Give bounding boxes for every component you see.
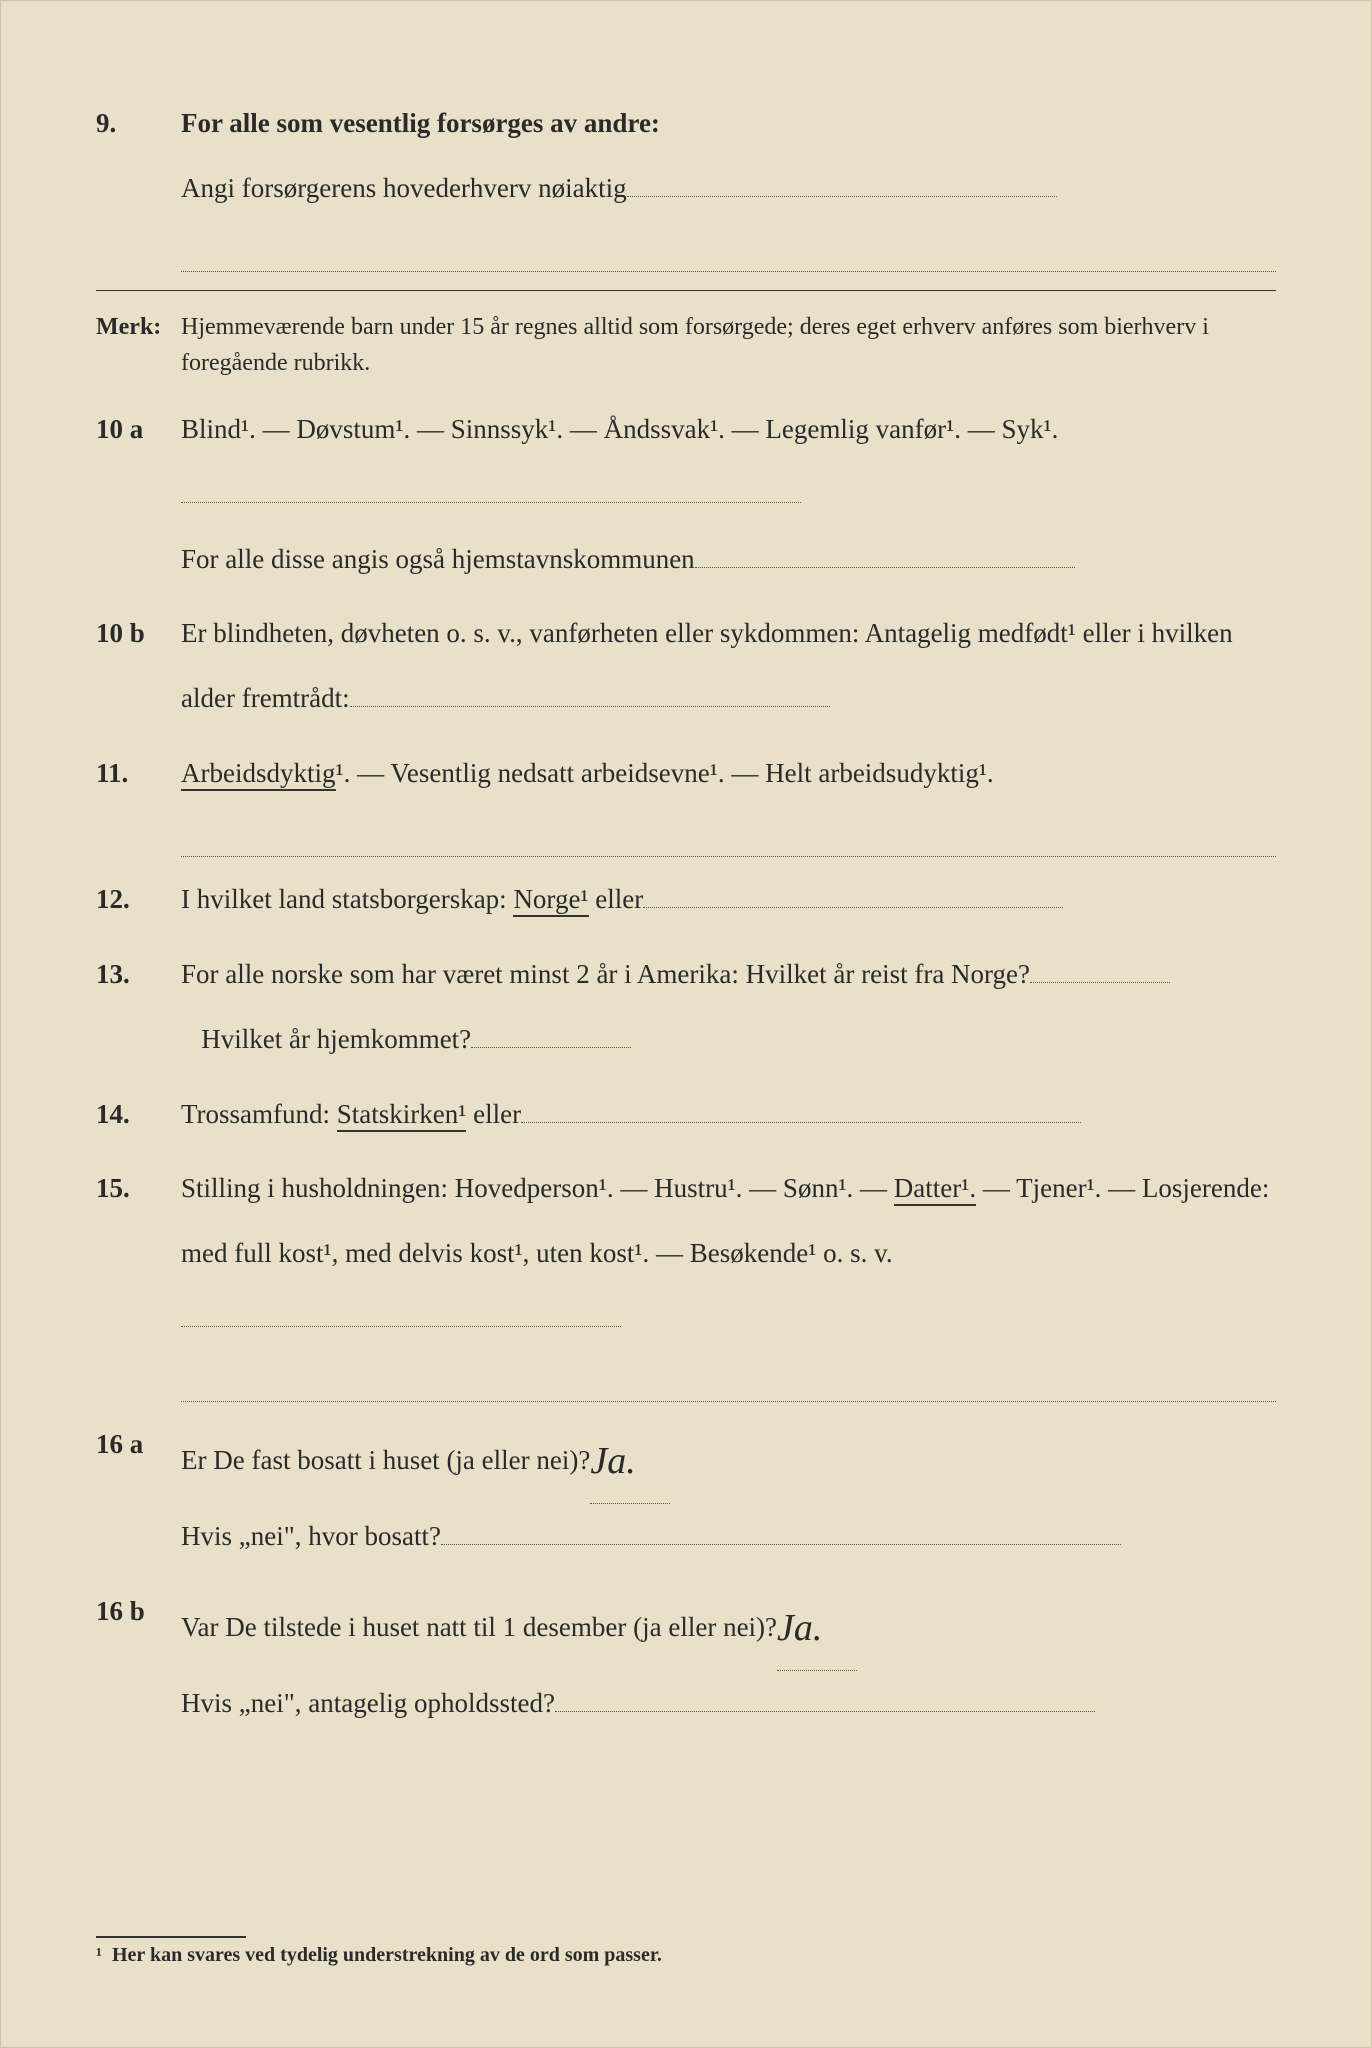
footnote-rule — [96, 1936, 246, 1938]
q16b-b: Hvis „nei", antagelig opholdssted? — [181, 1688, 555, 1718]
q11-rest: — Vesentlig nedsatt arbeidsevne¹. — Helt… — [350, 758, 993, 788]
q12-c: eller — [589, 884, 644, 914]
q15-blank2[interactable] — [181, 1369, 1276, 1402]
question-16b: 16 b Var De tilstede i huset natt til 1 … — [96, 1579, 1276, 1736]
q16b-answer: Ja. — [777, 1607, 822, 1649]
q11-arbeidsdyktig: Arbeidsdyktig — [181, 758, 336, 791]
question-13: 13. For alle norske som har været minst … — [96, 942, 1276, 1072]
q15-blank1[interactable] — [181, 1326, 621, 1327]
q13-content: For alle norske som har været minst 2 år… — [181, 942, 1276, 1072]
question-12: 12. I hvilket land statsborgerskap: Norg… — [96, 867, 1276, 932]
q16a-answer: Ja. — [590, 1440, 635, 1482]
q14-number: 14. — [96, 1082, 181, 1147]
q14-content: Trossamfund: Statskirken¹ eller — [181, 1082, 1276, 1147]
merk-label: Merk: — [96, 309, 181, 381]
q16a-number: 16 a — [96, 1412, 181, 1569]
merk-text: Hjemmeværende barn under 15 år regnes al… — [181, 309, 1276, 381]
divider-1 — [96, 290, 1276, 291]
q13-b: Hvilket år hjemkommet? — [201, 1024, 471, 1054]
q12-number: 12. — [96, 867, 181, 932]
q16a-content: Er De fast bosatt i huset (ja eller nei)… — [181, 1412, 1276, 1569]
q15-datter: Datter¹. — [894, 1173, 976, 1206]
q16b-number: 16 b — [96, 1579, 181, 1736]
q10a-content: Blind¹. — Døvstum¹. — Sinnssyk¹. — Åndss… — [181, 397, 1276, 591]
question-10a: 10 a Blind¹. — Døvstum¹. — Sinnssyk¹. — … — [96, 397, 1276, 591]
q9-content: For alle som vesentlig forsørges av andr… — [181, 91, 1276, 272]
q11-sup: ¹. — [336, 758, 351, 788]
q16a-a: Er De fast bosatt i huset (ja eller nei)… — [181, 1445, 590, 1475]
q10a-blank2[interactable] — [695, 567, 1075, 568]
q15-a: Stilling i husholdningen: Hovedperson¹. … — [181, 1173, 894, 1203]
q13-blank1[interactable] — [1030, 982, 1170, 983]
census-form-page: 9. For alle som vesentlig forsørges av a… — [0, 0, 1372, 2048]
q14-blank[interactable] — [521, 1122, 1081, 1123]
q10b-text: Er blindheten, døvheten o. s. v., vanfør… — [181, 618, 1233, 713]
q11-content: Arbeidsdyktig¹. — Vesentlig nedsatt arbe… — [181, 741, 1276, 857]
q10a-options: Blind¹. — Døvstum¹. — Sinnssyk¹. — Åndss… — [181, 414, 1058, 444]
q10a-line2: For alle disse angis også hjemstavnskomm… — [181, 544, 695, 574]
q16a-ans-blank[interactable]: Ja. — [590, 1412, 670, 1504]
q9-blank[interactable] — [627, 196, 1057, 197]
q13-a: For alle norske som har været minst 2 år… — [181, 959, 1030, 989]
q16b-a: Var De tilstede i huset natt til 1 desem… — [181, 1612, 777, 1642]
question-11: 11. Arbeidsdyktig¹. — Vesentlig nedsatt … — [96, 741, 1276, 857]
q9-number: 9. — [96, 91, 181, 272]
q13-number: 13. — [96, 942, 181, 1072]
q12-norge: Norge¹ — [513, 884, 588, 917]
q10b-blank[interactable] — [350, 706, 830, 707]
merk-note: Merk: Hjemmeværende barn under 15 år reg… — [96, 309, 1276, 381]
question-15: 15. Stilling i husholdningen: Hovedperso… — [96, 1156, 1276, 1402]
q10b-content: Er blindheten, døvheten o. s. v., vanfør… — [181, 601, 1276, 731]
q9-heading: For alle som vesentlig forsørges av andr… — [181, 108, 660, 138]
footnote: ¹ Her kan svares ved tydelig understrekn… — [96, 1936, 662, 1967]
q16a-blank2[interactable] — [441, 1544, 1121, 1545]
q13-blank2[interactable] — [471, 1047, 631, 1048]
q14-a: Trossamfund: — [181, 1099, 337, 1129]
q12-content: I hvilket land statsborgerskap: Norge¹ e… — [181, 867, 1276, 932]
q9-prompt: Angi forsørgerens hovederhverv nøiaktig — [181, 173, 627, 203]
question-10b: 10 b Er blindheten, døvheten o. s. v., v… — [96, 601, 1276, 731]
q10a-number: 10 a — [96, 397, 181, 591]
footnote-text: Her kan svares ved tydelig understreknin… — [112, 1944, 662, 1966]
q16b-content: Var De tilstede i huset natt til 1 desem… — [181, 1579, 1276, 1736]
q10a-blank1[interactable] — [181, 502, 801, 503]
q11-number: 11. — [96, 741, 181, 857]
q10b-number: 10 b — [96, 601, 181, 731]
q15-content: Stilling i husholdningen: Hovedperson¹. … — [181, 1156, 1276, 1402]
q16b-blank2[interactable] — [555, 1711, 1095, 1712]
q9-blank-line2[interactable] — [181, 239, 1276, 272]
question-9: 9. For alle som vesentlig forsørges av a… — [96, 91, 1276, 272]
q16b-ans-blank[interactable]: Ja. — [777, 1579, 857, 1671]
q12-a: I hvilket land statsborgerskap: — [181, 884, 513, 914]
question-14: 14. Trossamfund: Statskirken¹ eller — [96, 1082, 1276, 1147]
q14-c: eller — [466, 1099, 521, 1129]
q16a-b: Hvis „nei", hvor bosatt? — [181, 1521, 441, 1551]
q14-statskirken: Statskirken¹ — [337, 1099, 467, 1132]
question-16a: 16 a Er De fast bosatt i huset (ja eller… — [96, 1412, 1276, 1569]
q12-blank[interactable] — [643, 907, 1063, 908]
q15-number: 15. — [96, 1156, 181, 1402]
footnote-num: ¹ — [96, 1944, 102, 1966]
q11-blank[interactable] — [181, 824, 1276, 857]
